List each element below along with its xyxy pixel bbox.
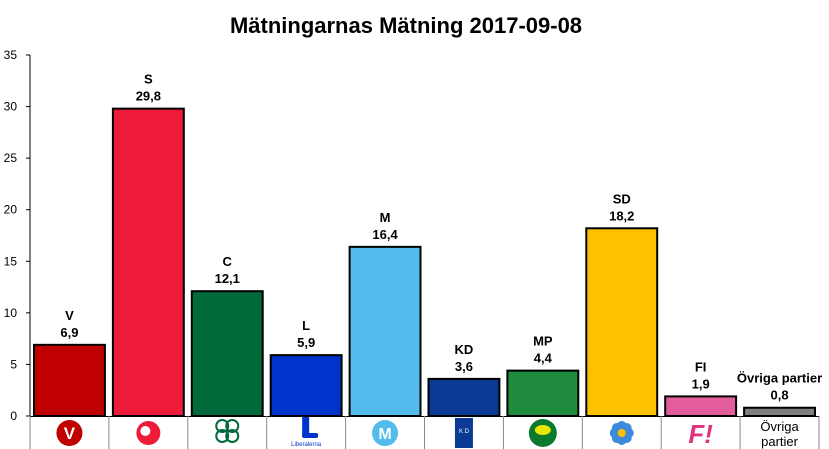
l-logo-foot [302,433,319,438]
bar [269,354,343,418]
mp-logo-leaf [534,425,551,435]
category-label: MP [533,334,553,349]
category-label: Övriga partier [737,371,822,386]
category-label: V [65,308,74,323]
category-label: M [380,210,391,225]
category-label: SD [613,191,631,206]
data-label: 5,9 [297,335,315,350]
y-tick-label: 35 [4,48,18,62]
category-label: KD [455,342,474,357]
data-label: 1,9 [692,376,710,391]
clover-icon [225,429,240,443]
bar [743,406,816,417]
l-logo-icon [302,417,310,437]
bar [427,377,501,417]
y-tick-label: 5 [10,357,17,371]
category-label: FI [695,359,707,374]
bar [190,290,264,417]
l-logo-text: Liberalerna [291,442,322,448]
v-logo-text: V [64,424,76,443]
kd-logo-text: K D [459,429,470,435]
clover-icon [215,419,230,433]
y-tick-label: 25 [4,151,18,165]
y-tick-label: 10 [4,306,18,320]
y-tick-label: 30 [4,100,18,114]
data-label: 0,8 [771,388,789,403]
bar [348,245,422,417]
ovriga-label: Övriga [760,419,799,434]
bar [111,107,185,418]
category-label: L [302,318,310,333]
m-logo-icon [372,420,399,446]
rose-logo-detail [140,426,151,436]
y-tick-label: 15 [4,254,18,268]
category-label: C [223,254,233,269]
category-label: S [144,72,153,87]
m-logo-text: M [378,426,391,443]
bar [33,343,106,417]
chart-title: Mätningarnas Mätning 2017-09-08 [230,13,582,38]
flower-center-icon [617,429,626,437]
data-label: 3,6 [455,359,473,374]
bar [585,227,659,417]
data-label: 29,8 [136,89,161,104]
y-tick-label: 20 [4,203,18,217]
v-logo-icon [56,420,83,446]
data-label: 4,4 [534,351,553,366]
clover-icon [215,429,230,443]
data-label: 18,2 [609,208,634,223]
bars: V 6,9 S 29,8 C 12,1 L 5,9 M 16,4 KD 3,6 MP 4,4 SD 18,2 F… [33,72,822,418]
fi-logo-text: F! [688,419,713,449]
y-tick-label: 0 [10,409,17,423]
data-label: 16,4 [372,227,398,242]
bar [664,395,738,418]
data-label: 6,9 [60,325,78,340]
data-label: 12,1 [215,271,240,286]
kd-logo-icon [454,418,473,448]
ovriga-label: partier [761,434,799,449]
clover-icon [225,419,240,433]
bar [506,369,580,418]
